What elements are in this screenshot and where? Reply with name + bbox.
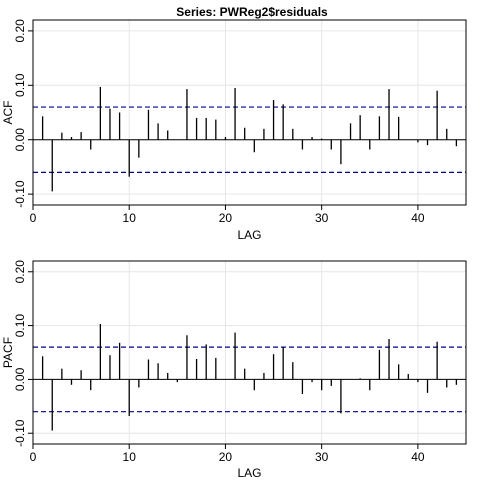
acf-x-tick-label: 40 — [411, 211, 425, 225]
pacf-x-tick-label: 20 — [219, 450, 233, 464]
acf-x-axis-label: LAG — [237, 228, 261, 242]
pacf-y-tick-label: -0.10 — [13, 419, 27, 447]
acf-y-tick-label: 0.10 — [13, 73, 27, 97]
pacf-x-axis-label: LAG — [237, 466, 261, 480]
acf-y-tick-label: -0.10 — [13, 180, 27, 208]
acf-x-tick-label: 10 — [123, 211, 137, 225]
pacf-plot-frame — [32, 260, 467, 445]
acf-y-tick-label: 0.00 — [13, 128, 27, 152]
acf-plot-frame — [32, 19, 467, 206]
acf-x-tick-label: 0 — [30, 211, 37, 225]
acf-x-tick-label: 30 — [315, 211, 329, 225]
pacf-x-tick-label: 10 — [123, 450, 137, 464]
pacf-y-tick-label: 0.20 — [13, 260, 27, 284]
acf-y-tick-label: 0.20 — [13, 19, 27, 43]
pacf-y-axis-label: PACF — [1, 337, 15, 368]
pacf-x-tick-label: 30 — [315, 450, 329, 464]
pacf-x-tick-label: 0 — [30, 450, 37, 464]
pacf-panel: 0 10 20 30 40 -0.10 0.00 0.10 0.20 LAG PACF — [1, 260, 467, 480]
pacf-y-tick-label: 0.10 — [13, 314, 27, 338]
chart-title: Series: PWReg2$residuals — [176, 5, 328, 19]
acf-x-tick-label: 20 — [219, 211, 233, 225]
pacf-x-tick-label: 40 — [411, 450, 425, 464]
acf-y-axis-label: ACF — [1, 101, 15, 125]
acf-panel: 0 10 20 30 40 -0.10 0.00 0.10 0.20 LAG ACF — [1, 19, 467, 242]
pacf-y-tick-label: 0.00 — [13, 367, 27, 391]
